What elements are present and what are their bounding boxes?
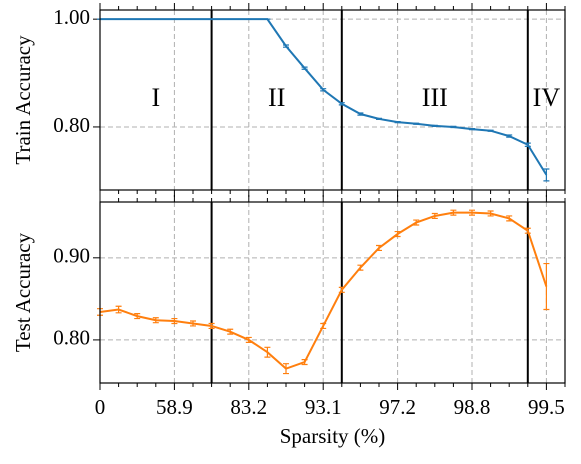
error-bar [357, 112, 364, 116]
x-tick-label: 98.8 [454, 395, 491, 419]
error-bar [394, 120, 401, 124]
error-bar [208, 322, 215, 330]
plot-frame [99, 9, 566, 191]
y-tick-label: 0.80 [53, 113, 90, 137]
error-bar [338, 286, 345, 293]
plot-frame [99, 201, 566, 384]
error-bar [431, 124, 438, 128]
error-bar [543, 168, 550, 182]
error-bar [320, 322, 327, 330]
x-tick-label: 99.5 [528, 395, 565, 419]
x-tick-label: 83.2 [230, 395, 267, 419]
error-bar [357, 264, 364, 271]
error-bar [171, 317, 178, 325]
error-bar [320, 88, 327, 92]
error-bar [506, 134, 513, 138]
error-bar [301, 359, 308, 366]
error-bar [134, 313, 141, 320]
region-label: IV [533, 83, 561, 112]
error-bar [264, 346, 271, 358]
error-bar [450, 125, 457, 129]
error-bar [190, 320, 196, 327]
error-bar [376, 117, 382, 121]
error-bar [487, 210, 494, 217]
error-bar [413, 219, 420, 226]
error-bar [394, 230, 401, 238]
error-bar [283, 44, 289, 48]
error-bar [338, 102, 345, 106]
error-bar [283, 363, 289, 375]
error-bar [469, 127, 475, 131]
x-tick-label: 97.2 [379, 395, 416, 419]
y-tick-label: 0.80 [53, 326, 90, 350]
error-bar [506, 215, 513, 222]
x-tick-label: 93.1 [305, 395, 342, 419]
y-tick-label: 0.90 [53, 244, 90, 268]
y-axis-label: Test Accuracy [11, 232, 35, 352]
region-label: III [422, 83, 448, 112]
region-label: II [268, 83, 285, 112]
error-bar [524, 142, 531, 147]
error-bar [115, 305, 122, 314]
error-bar [301, 66, 308, 70]
error-bar [413, 122, 420, 125]
y-tick-label: 1.00 [53, 5, 90, 29]
error-bar [376, 244, 382, 252]
error-bar [450, 209, 457, 216]
error-bar [227, 328, 234, 335]
error-bar [245, 336, 252, 343]
error-bar [469, 209, 475, 216]
y-axis-label: Train Accuracy [11, 35, 35, 165]
x-tick-label: 58.9 [156, 395, 193, 419]
x-tick-label: 0 [95, 395, 106, 419]
x-axis-label: Sparsity (%) [280, 424, 386, 448]
error-bar [487, 129, 494, 132]
error-bar [524, 227, 531, 234]
error-bar [543, 262, 550, 311]
error-bar [431, 212, 438, 220]
region-label: I [151, 83, 160, 112]
error-bar [152, 317, 159, 324]
